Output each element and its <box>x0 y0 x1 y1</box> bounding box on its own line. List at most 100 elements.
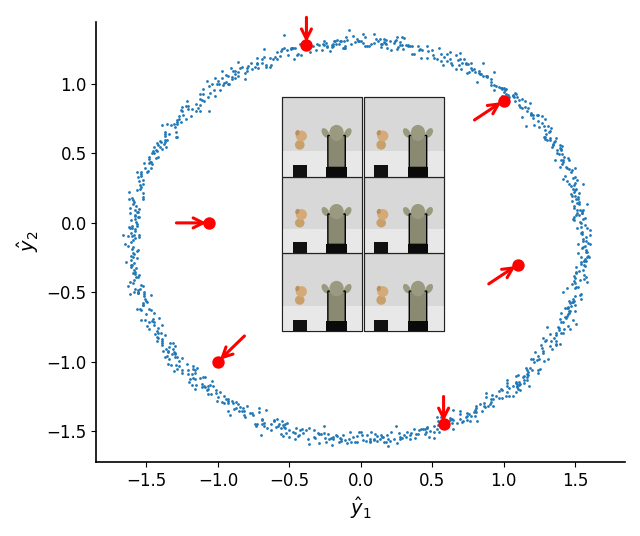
Point <box>581 252 591 261</box>
Point <box>204 219 214 227</box>
Point <box>432 413 442 422</box>
Point <box>252 58 262 67</box>
Point <box>575 276 586 284</box>
Point <box>266 426 276 434</box>
Point <box>182 360 192 369</box>
Point <box>508 91 518 99</box>
Point <box>372 437 383 445</box>
Ellipse shape <box>377 209 381 214</box>
Point <box>269 53 280 62</box>
Point <box>170 342 180 351</box>
Point <box>566 280 577 288</box>
Point <box>515 380 525 389</box>
Point <box>526 355 536 364</box>
Point <box>348 32 358 40</box>
Point <box>383 435 393 444</box>
Point <box>445 416 455 425</box>
Point <box>148 315 158 323</box>
Point <box>271 48 282 56</box>
Point <box>128 279 138 288</box>
Point <box>230 74 240 83</box>
Point <box>410 434 420 443</box>
Point <box>578 237 588 245</box>
Point <box>551 339 561 348</box>
Point <box>416 54 426 62</box>
Point <box>335 434 346 443</box>
Point <box>250 420 260 429</box>
Point <box>497 84 508 93</box>
Ellipse shape <box>403 284 411 293</box>
Point <box>219 391 229 400</box>
Point <box>573 195 584 203</box>
Point <box>214 388 225 397</box>
Point <box>545 136 555 144</box>
Point <box>500 86 511 94</box>
Point <box>460 59 470 68</box>
Point <box>355 37 365 46</box>
Point <box>580 237 591 245</box>
Point <box>177 369 188 377</box>
Point <box>202 385 212 394</box>
Point <box>256 431 266 440</box>
Point <box>502 376 512 384</box>
Point <box>577 209 587 218</box>
Point <box>134 271 144 279</box>
Bar <box>282 229 362 254</box>
Point <box>191 99 202 108</box>
Point <box>438 60 449 69</box>
Point <box>453 56 463 65</box>
Point <box>511 372 521 381</box>
FancyBboxPatch shape <box>409 214 427 244</box>
Point <box>265 53 275 62</box>
Point <box>528 114 538 123</box>
Point <box>448 415 458 424</box>
Point <box>321 38 332 47</box>
Point <box>581 200 591 209</box>
Bar <box>364 307 444 331</box>
Point <box>571 319 581 328</box>
Point <box>320 434 330 442</box>
Point <box>422 42 432 50</box>
Point <box>164 343 174 351</box>
Point <box>210 92 220 100</box>
Point <box>486 78 497 86</box>
Bar <box>374 166 388 177</box>
Point <box>483 73 493 81</box>
Point <box>130 225 140 234</box>
Point <box>205 389 216 398</box>
Point <box>341 33 351 41</box>
Point <box>166 120 176 129</box>
Point <box>344 428 355 436</box>
Point <box>157 337 167 345</box>
Point <box>127 194 137 203</box>
FancyBboxPatch shape <box>328 136 345 167</box>
Point <box>328 435 338 443</box>
Point <box>569 204 579 213</box>
Point <box>502 382 512 390</box>
Point <box>198 373 208 382</box>
Point <box>300 41 310 50</box>
Point <box>582 277 592 286</box>
Point <box>152 147 162 155</box>
Point <box>516 103 527 112</box>
Point <box>472 78 483 86</box>
Point <box>157 334 167 343</box>
Point <box>442 49 452 58</box>
Point <box>188 370 198 378</box>
Point <box>159 132 170 140</box>
Point <box>528 111 538 120</box>
Point <box>474 69 484 77</box>
Point <box>128 243 138 251</box>
Point <box>314 439 324 448</box>
Point <box>543 354 554 363</box>
Point <box>568 184 578 193</box>
Point <box>161 120 172 128</box>
Point <box>296 51 306 59</box>
FancyBboxPatch shape <box>328 214 345 244</box>
Point <box>204 81 214 90</box>
Ellipse shape <box>330 281 344 296</box>
Point <box>253 64 263 72</box>
Point <box>366 428 376 436</box>
Point <box>532 117 543 125</box>
Point <box>275 51 285 60</box>
